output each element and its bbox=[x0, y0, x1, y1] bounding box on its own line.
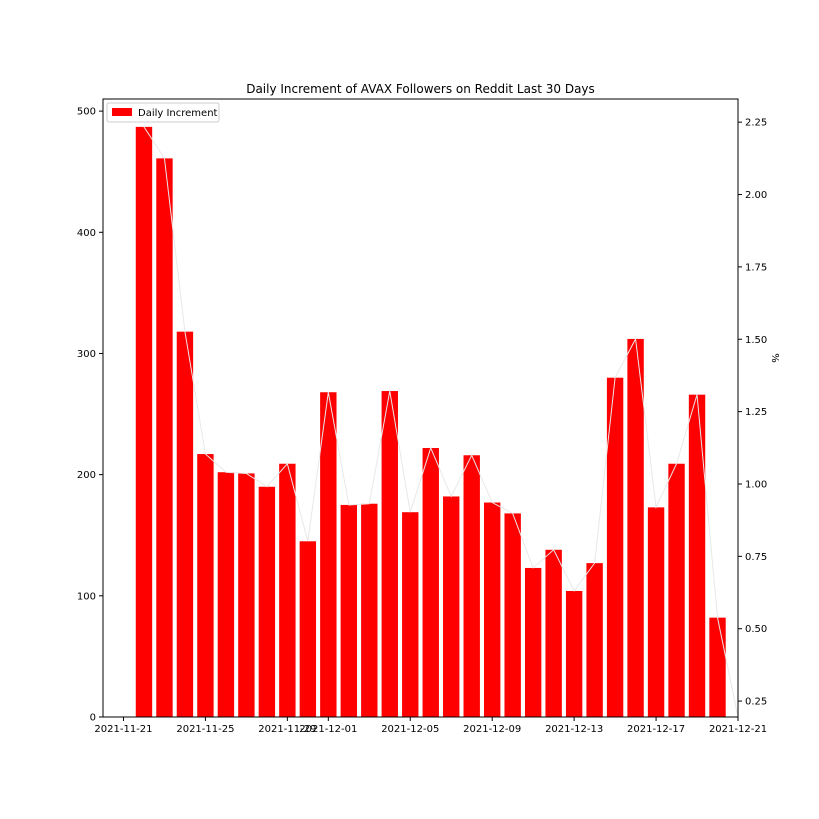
bar-2021-12-10 bbox=[504, 513, 521, 717]
bar-2021-11-23 bbox=[156, 158, 173, 717]
bar-2021-12-16 bbox=[627, 338, 644, 717]
y2-tick-label: 2.25 bbox=[745, 118, 767, 129]
bar-2021-11-25 bbox=[197, 454, 214, 717]
x-axis: 2021-11-21 2021-11-25 2021-11-292021-12-01… bbox=[94, 717, 767, 735]
legend-box bbox=[106, 102, 220, 123]
bar-2021-12-12 bbox=[545, 549, 562, 717]
legend-swatch bbox=[112, 108, 132, 116]
y2-tick-label: 1.75 bbox=[745, 262, 767, 273]
y-tick-label: 200 bbox=[77, 470, 96, 481]
bar-2021-12-04 bbox=[381, 391, 398, 717]
y2-axis-label: % bbox=[769, 353, 780, 363]
bar-2021-12-14 bbox=[586, 563, 603, 717]
bar-2021-12-06 bbox=[422, 447, 439, 717]
percent-line-group bbox=[143, 126, 739, 718]
y2-tick-label: 1.50 bbox=[745, 335, 767, 346]
y-tick-label: 0 bbox=[90, 713, 96, 724]
y2-tick-label: 2.00 bbox=[745, 190, 767, 201]
y2-tick-label: 0.75 bbox=[745, 552, 767, 563]
legend: Daily Increment bbox=[106, 102, 220, 123]
x-tick-label: 2021-11-29 bbox=[258, 724, 316, 735]
y2-tick-label: 1.00 bbox=[745, 479, 767, 490]
y-tick-label: 100 bbox=[77, 591, 96, 602]
bar-2021-11-29 bbox=[279, 463, 296, 717]
y2-tick-label: 0.50 bbox=[745, 624, 767, 635]
x-tick-label: 2021-12-17 bbox=[627, 724, 685, 735]
bar-2021-12-19 bbox=[688, 394, 706, 717]
bar-2021-12-20 bbox=[709, 617, 726, 717]
bar-2021-12-01 bbox=[320, 392, 337, 717]
plot-frame bbox=[102, 98, 739, 718]
bar-2021-12-05 bbox=[402, 512, 419, 717]
bar-2021-12-13 bbox=[565, 590, 583, 717]
bar-2021-11-24 bbox=[176, 331, 194, 717]
y-tick-label: 300 bbox=[77, 349, 96, 360]
bar-2021-12-09 bbox=[484, 502, 501, 717]
bar-2021-12-17 bbox=[647, 507, 665, 717]
x-tick-label: 2021-12-13 bbox=[545, 724, 603, 735]
x-tick-label: 2021-12-01 bbox=[299, 724, 357, 735]
y2-tick-label: 1.25 bbox=[745, 407, 767, 418]
y-axis-right: 0.25 0.50 0.75 1.00 1.25 1.50 1.75 2.00 2.25 bbox=[738, 118, 767, 708]
y-tick-label: 500 bbox=[77, 107, 96, 118]
x-tick-label: 2021-11-21 bbox=[94, 724, 152, 735]
bar-2021-11-27 bbox=[238, 473, 255, 717]
bar-2021-12-18 bbox=[668, 463, 685, 717]
bar-2021-12-08 bbox=[463, 455, 480, 717]
x-tick-label: 2021-11-25 bbox=[176, 724, 234, 735]
y-axis-left: 0 100 200 300 400 500 bbox=[77, 107, 103, 724]
bar-2021-12-11 bbox=[524, 567, 542, 717]
bar-2021-12-02 bbox=[340, 504, 357, 717]
x-tick-label: 2021-12-09 bbox=[463, 724, 521, 735]
x-tick-label: 2021-12-21 bbox=[709, 724, 767, 735]
legend-label: Daily Increment bbox=[138, 108, 218, 119]
bar-2021-11-22 bbox=[135, 126, 153, 718]
bar-2021-12-07 bbox=[443, 496, 460, 717]
bar-2021-12-03 bbox=[361, 503, 378, 717]
chart-title: Daily Increment of AVAX Followers on Red… bbox=[246, 82, 595, 96]
bar-2021-11-28 bbox=[258, 486, 276, 717]
bar-2021-11-30 bbox=[299, 541, 317, 717]
y2-tick-label: 0.25 bbox=[745, 697, 767, 708]
y-tick-label: 400 bbox=[77, 228, 96, 239]
bars-group bbox=[135, 126, 726, 718]
percent-line bbox=[143, 126, 739, 718]
x-tick-label: 2021-12-05 bbox=[381, 724, 439, 735]
bar-2021-12-15 bbox=[606, 377, 624, 717]
bar-2021-11-26 bbox=[217, 472, 235, 717]
